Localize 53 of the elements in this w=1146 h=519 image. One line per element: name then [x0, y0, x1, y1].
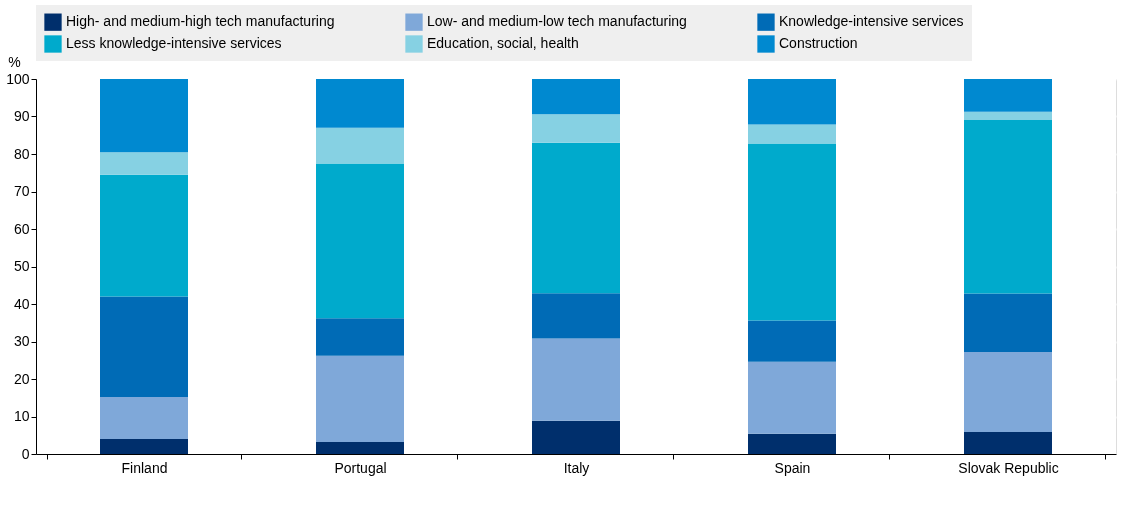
x-tick-label: Finland — [121, 459, 168, 476]
bar — [964, 431, 1052, 454]
bar — [532, 293, 620, 339]
bar — [748, 320, 836, 362]
y-tick-label: 40 — [13, 295, 30, 312]
legend-label: Knowledge-intensive services — [779, 13, 964, 30]
bar — [748, 143, 836, 321]
y-tick-label: 10 — [13, 408, 30, 424]
y-tick-label: 0 — [21, 445, 30, 462]
bar — [748, 361, 836, 434]
bar — [532, 420, 620, 454]
bar — [964, 352, 1052, 432]
legend-label: High- and medium-high tech manufacturing — [66, 13, 335, 30]
bar — [532, 79, 620, 115]
bar — [532, 114, 620, 143]
y-tick-label: 90 — [13, 108, 30, 124]
y-tick-label: 30 — [13, 333, 30, 349]
y-tick-label: 100 — [6, 70, 30, 87]
bar — [100, 152, 188, 175]
x-tick-label: Slovak Republic — [958, 459, 1059, 476]
bar — [100, 397, 188, 439]
y-tick-label: 20 — [13, 370, 30, 387]
bar — [964, 119, 1052, 294]
bar — [100, 439, 188, 454]
y-axis-title: % — [8, 53, 21, 70]
bar — [532, 338, 620, 421]
bar — [100, 296, 188, 397]
bar — [964, 79, 1052, 112]
bar — [316, 355, 404, 442]
bar — [316, 318, 404, 356]
bar — [748, 79, 836, 125]
y-tick-label: 50 — [13, 258, 30, 274]
bar — [316, 79, 404, 128]
y-tick-label: 60 — [13, 220, 30, 237]
legend-label: Low- and medium-low tech manufacturing — [427, 13, 687, 30]
bar — [964, 293, 1052, 352]
legend-label: Construction — [779, 35, 858, 51]
x-tick-label: Spain — [774, 459, 811, 476]
bar — [316, 127, 404, 164]
bar — [748, 124, 836, 144]
bar — [316, 163, 404, 319]
bar — [316, 442, 404, 454]
y-tick-label: 70 — [13, 183, 30, 199]
bar — [748, 433, 836, 454]
bar — [964, 111, 1052, 120]
bar — [532, 142, 620, 294]
x-tick-label: Portugal — [334, 459, 387, 476]
bar — [100, 174, 188, 297]
y-tick-label: 80 — [13, 145, 30, 162]
legend-label: Education, social, health — [427, 35, 579, 51]
x-tick-label: Italy — [563, 459, 590, 476]
bar — [100, 79, 188, 153]
legend-label: Less knowledge-intensive services — [66, 35, 282, 51]
